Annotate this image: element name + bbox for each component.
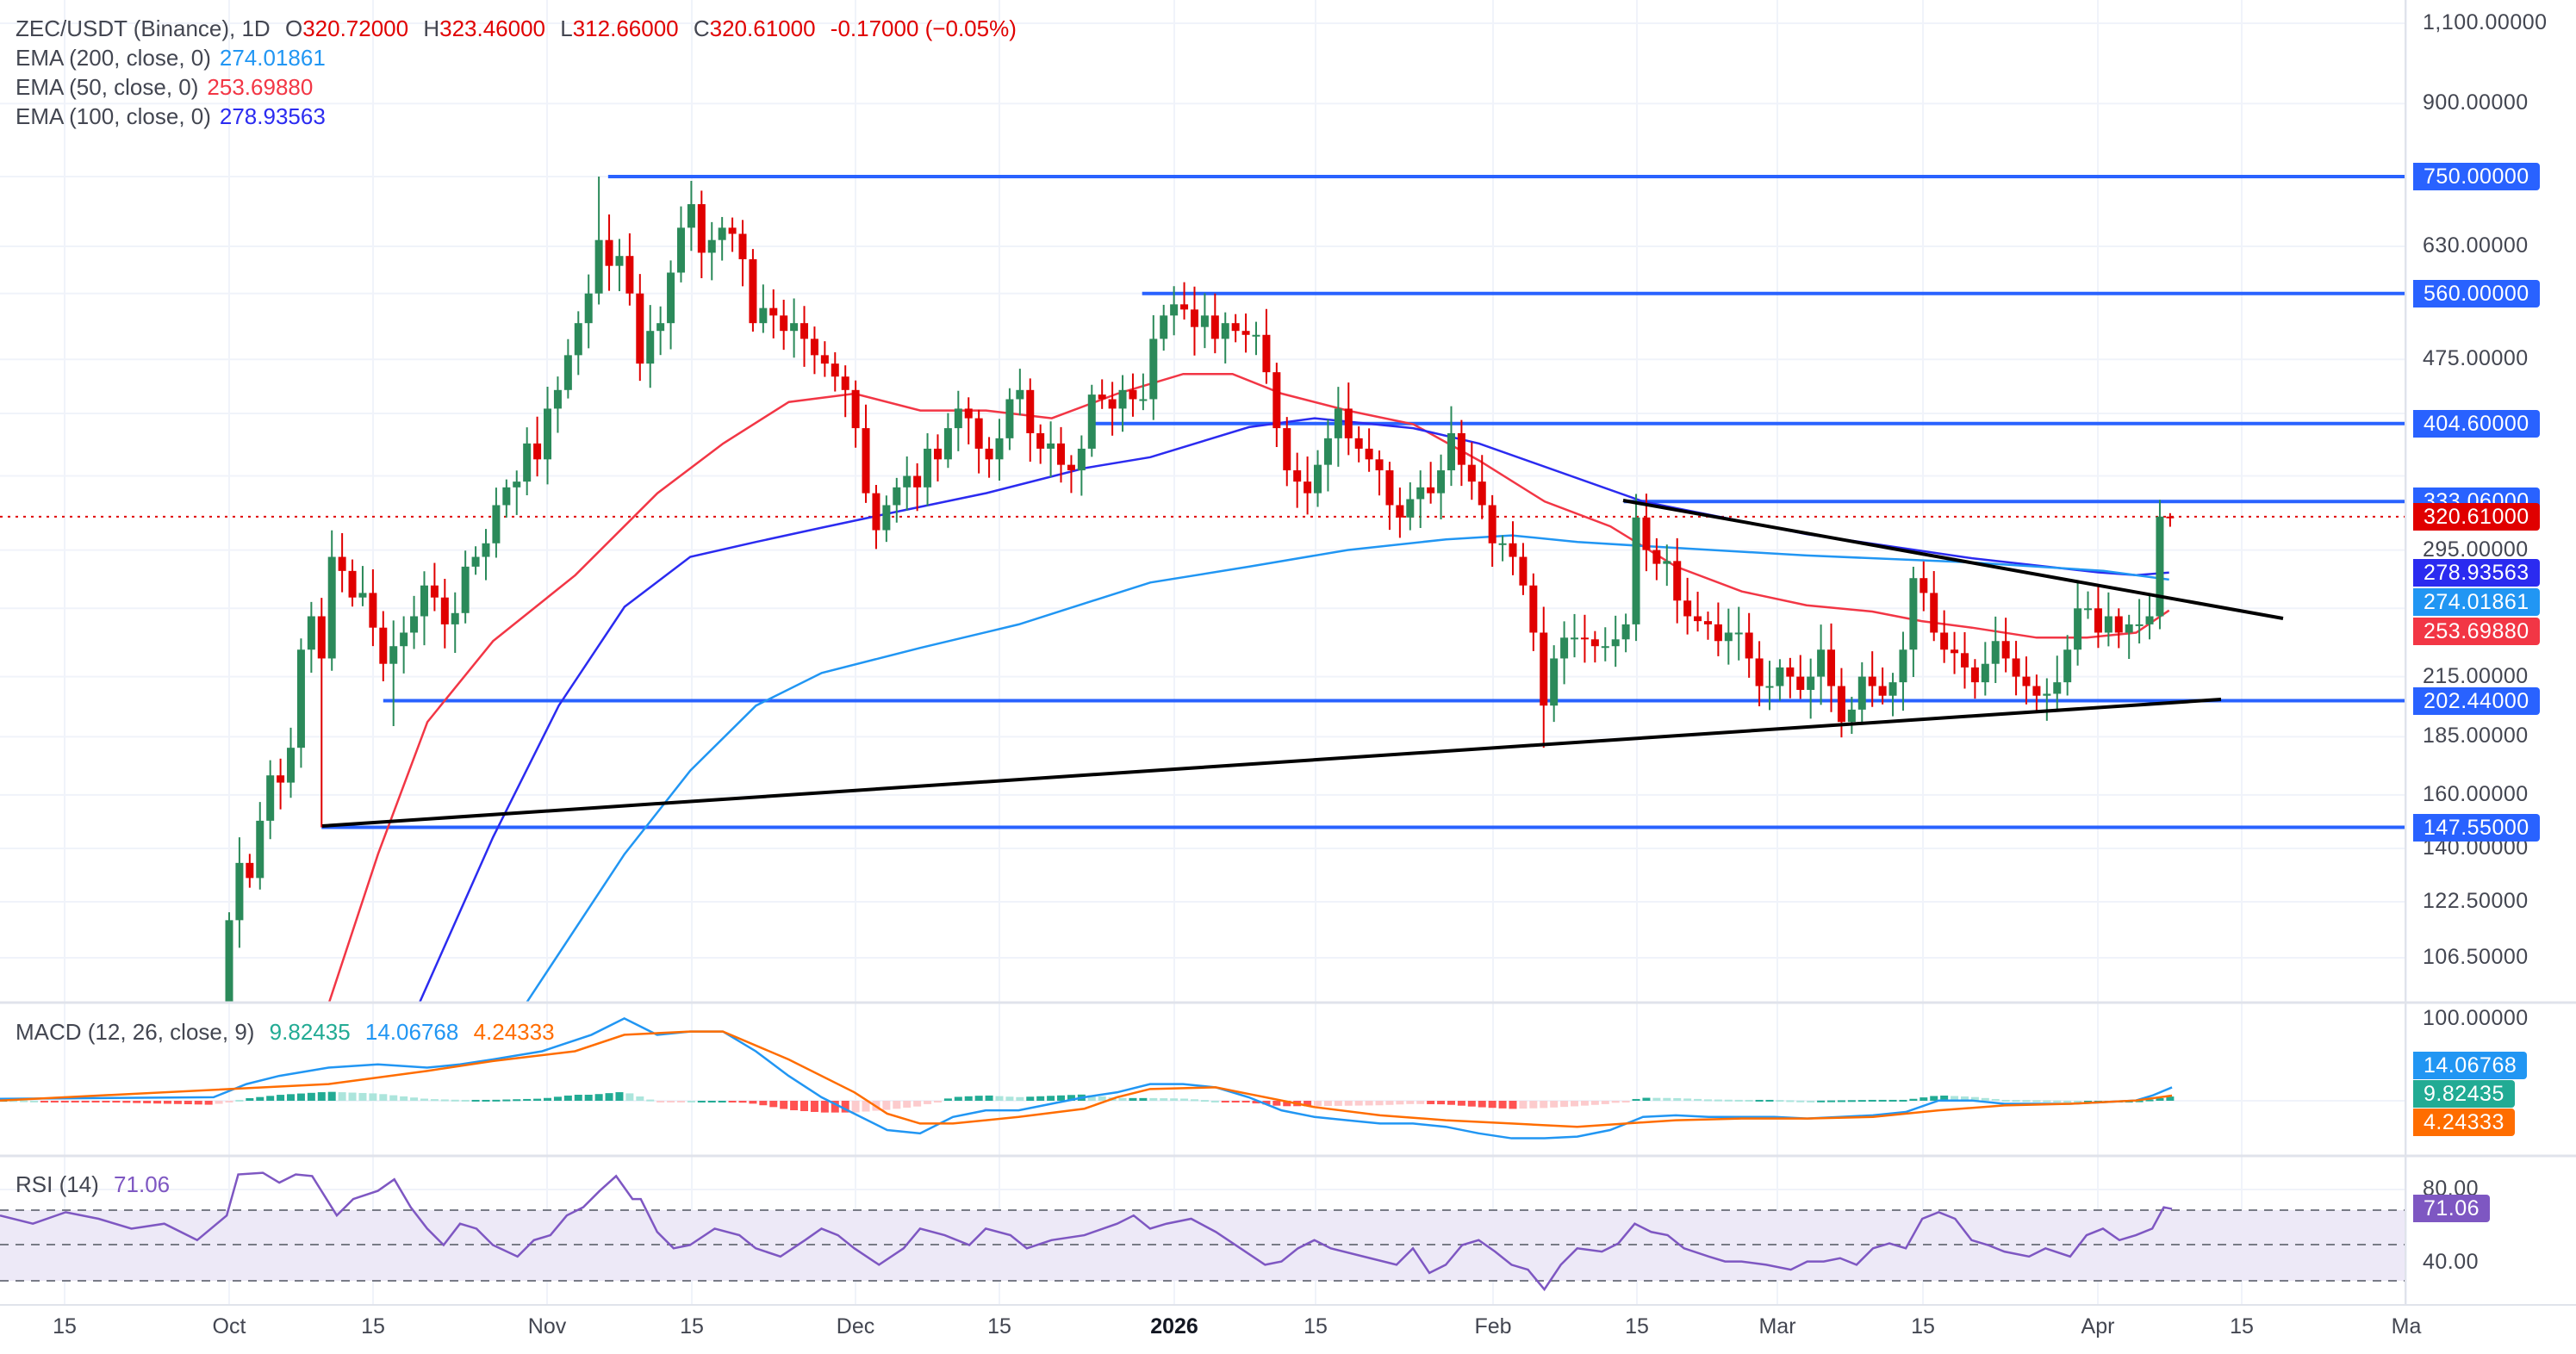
time-tick-label: Oct	[212, 1314, 246, 1338]
macd-signal-value: 4.24333	[473, 1019, 555, 1045]
price-tick-label: 900.00000	[2423, 90, 2529, 115]
macd-line-value: 14.06768	[364, 1019, 459, 1045]
low-label: L	[560, 16, 573, 41]
price-tick-label: 1,100.00000	[2423, 10, 2548, 34]
macd-value-tag: 4.24333	[2413, 1109, 2515, 1136]
time-tick-label: 15	[987, 1314, 1011, 1338]
rsi-label: RSI (14)	[16, 1171, 99, 1197]
time-tick-label: 2026	[1150, 1314, 1198, 1338]
price-tag: 274.01861	[2413, 588, 2540, 616]
price-tick-label: 122.50000	[2423, 888, 2529, 913]
price-tag: 404.60000	[2413, 409, 2540, 438]
ascending-support-trendline[interactable]	[321, 698, 2222, 828]
price-tag: 202.44000	[2413, 686, 2540, 715]
ema200-label: EMA (200, close, 0)	[16, 45, 211, 71]
descending-resistance-trendline[interactable]	[1622, 499, 2284, 620]
time-tick-label: 15	[1625, 1314, 1649, 1338]
ema-lines	[327, 372, 2170, 1002]
time-tick-label: 15	[2230, 1314, 2254, 1338]
open-label: O	[284, 16, 303, 41]
time-tick-label: Nov	[527, 1314, 567, 1338]
symbol-legend: ZEC/USDT (Binance), 1D O320.72000 H323.4…	[16, 14, 1025, 43]
ema50-line	[327, 372, 2170, 1002]
macd-value-tag: 9.82435	[2413, 1080, 2515, 1108]
macd-label: MACD (12, 26, close, 9)	[16, 1019, 255, 1045]
rsi-legend[interactable]: RSI (14) 71.06	[16, 1170, 178, 1199]
high-value: 323.46000	[439, 16, 546, 41]
time-tick-label: Dec	[836, 1314, 875, 1338]
horizontal-levels[interactable]	[0, 174, 2405, 829]
time-tick-label: Ma	[2391, 1314, 2422, 1338]
time-tick-label: Mar	[1758, 1314, 1796, 1338]
macd-tick-label: 100.00000	[2423, 1006, 2529, 1030]
price-tag: 560.00000	[2413, 279, 2540, 307]
close-label: C	[693, 16, 710, 41]
price-tick-label: 475.00000	[2423, 346, 2529, 371]
change-value: -0.17000 (−0.05%)	[830, 16, 1017, 41]
low-value: 312.66000	[572, 16, 679, 41]
pane-borders	[0, 0, 2576, 1306]
macd-hist-value: 9.82435	[269, 1019, 351, 1045]
ema50-value: 253.69880	[207, 74, 314, 100]
ema100-line	[419, 417, 2169, 1002]
price-tick-label: 215.00000	[2423, 663, 2529, 688]
ema100-value: 278.93563	[219, 103, 326, 129]
macd-legend[interactable]: MACD (12, 26, close, 9) 9.82435 14.06768…	[16, 1017, 563, 1047]
ema200-legend[interactable]: EMA (200, close, 0) 274.01861	[16, 43, 334, 72]
price-tag: 278.93563	[2413, 559, 2540, 587]
close-value: 320.61000	[709, 16, 816, 41]
time-tick-label: 15	[1304, 1314, 1328, 1338]
rsi-tick-label: 40.00	[2423, 1250, 2480, 1274]
rsi-value-tag: 71.06	[2413, 1195, 2491, 1222]
time-tick-label: 15	[361, 1314, 385, 1338]
rsi-line	[0, 1171, 2173, 1292]
signal-line	[0, 1030, 2173, 1128]
time-tick-label: Apr	[2081, 1314, 2115, 1338]
trendlines[interactable]	[321, 499, 2284, 828]
macd-pane	[0, 1016, 2175, 1140]
time-tick-label: 15	[680, 1314, 704, 1338]
time-tick-label: 15	[1911, 1314, 1935, 1338]
candlesticks	[225, 176, 2175, 1002]
ema100-legend[interactable]: EMA (100, close, 0) 278.93563	[16, 102, 334, 131]
rsi-pane	[0, 1171, 2405, 1292]
ema50-legend[interactable]: EMA (50, close, 0) 253.69880	[16, 72, 321, 102]
price-tag: 147.55000	[2413, 813, 2540, 842]
macd-value-tag: 14.06768	[2413, 1052, 2528, 1079]
grid-lines	[0, 0, 2407, 1305]
ema100-label: EMA (100, close, 0)	[16, 103, 211, 129]
high-label: H	[423, 16, 440, 41]
ema200-line	[526, 534, 2169, 1002]
price-tag: 320.61000	[2413, 502, 2540, 531]
price-tag: 750.00000	[2413, 162, 2540, 190]
price-tick-label: 160.00000	[2423, 781, 2529, 806]
price-tag: 253.69880	[2413, 618, 2540, 645]
time-tick-label: Feb	[1474, 1314, 1512, 1338]
price-tick-label: 295.00000	[2423, 537, 2529, 562]
ema50-label: EMA (50, close, 0)	[16, 74, 199, 100]
price-tick-label: 106.50000	[2423, 945, 2529, 970]
price-tick-label: 630.00000	[2423, 233, 2529, 258]
rsi-value: 71.06	[114, 1171, 171, 1197]
ema200-value: 274.01861	[219, 45, 326, 71]
macd-line	[0, 1016, 2173, 1140]
symbol-title[interactable]: ZEC/USDT (Binance), 1D	[16, 16, 271, 41]
open-value: 320.72000	[302, 16, 409, 41]
price-tick-label: 185.00000	[2423, 724, 2529, 748]
time-tick-label: 15	[53, 1314, 77, 1338]
